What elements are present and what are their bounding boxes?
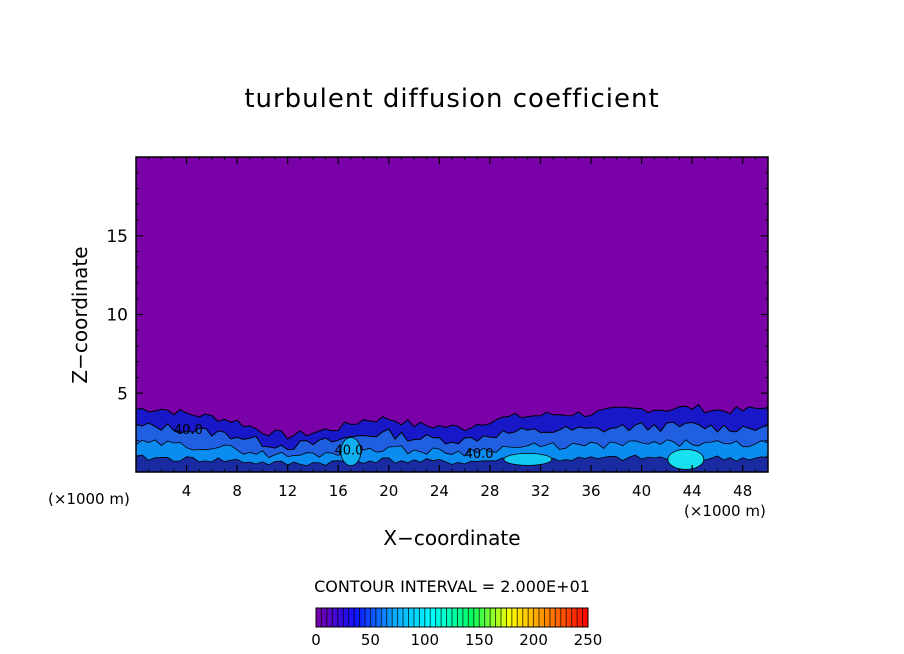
x-tick-label: 16 bbox=[329, 482, 348, 500]
x-tick-label: 28 bbox=[480, 482, 499, 500]
x-tick-label: 32 bbox=[531, 482, 550, 500]
y-tick-label: 10 bbox=[106, 306, 128, 326]
colorbar-tick-label: 200 bbox=[519, 631, 548, 649]
colorbar-tick-label: 150 bbox=[465, 631, 494, 649]
contour-label: 40.0 bbox=[334, 444, 363, 459]
colorbar-tick-label: 100 bbox=[410, 631, 439, 649]
x-tick-label: 8 bbox=[232, 482, 242, 500]
contour-peak-patch bbox=[503, 452, 553, 466]
x-tick-label: 44 bbox=[683, 482, 702, 500]
y-tick-label: 15 bbox=[106, 227, 128, 247]
contour-label: 40.0 bbox=[174, 423, 203, 438]
colorbar-tick-label: 0 bbox=[311, 631, 321, 649]
colorbar-tick-label: 50 bbox=[361, 631, 380, 649]
colorbar-tick-label: 250 bbox=[574, 631, 603, 649]
x-tick-label: 12 bbox=[278, 482, 297, 500]
x-tick-label: 36 bbox=[581, 482, 600, 500]
x-axis-label: X−coordinate bbox=[383, 526, 521, 550]
contour-interval-label: CONTOUR INTERVAL = 2.000E+01 bbox=[314, 577, 590, 596]
x-tick-label: 40 bbox=[632, 482, 651, 500]
contour-label: 40.0 bbox=[465, 447, 494, 462]
x-tick-label: 4 bbox=[182, 482, 192, 500]
z-unit-label: (×1000 m) bbox=[48, 490, 130, 508]
contour-peak-patch bbox=[667, 448, 705, 470]
contour-peak-patch bbox=[340, 437, 362, 466]
y-tick-label: 5 bbox=[117, 384, 128, 404]
x-tick-label: 20 bbox=[379, 482, 398, 500]
x-unit-label: (×1000 m) bbox=[684, 502, 766, 520]
x-tick-label: 48 bbox=[733, 482, 752, 500]
x-tick-label: 24 bbox=[430, 482, 449, 500]
chart-title: turbulent diffusion coefficient bbox=[244, 84, 660, 114]
boundary-layer-field: 40.0 40.0 40.0 bbox=[136, 403, 768, 472]
y-axis-label: Z−coordinate bbox=[68, 246, 92, 384]
